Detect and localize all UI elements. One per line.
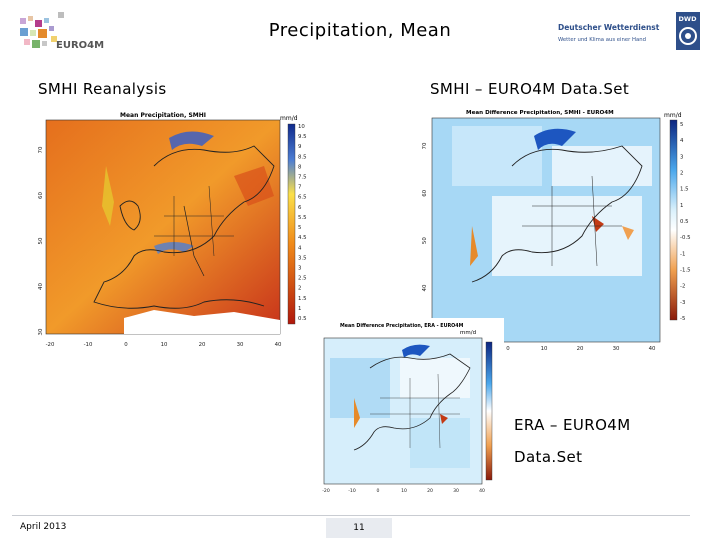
- smhi-lat-tick-3: 40: [38, 283, 44, 290]
- smhi-euro4m-colorbar-tick-5: 1: [680, 203, 683, 209]
- era-euro4m-unit: mm/d: [460, 330, 476, 336]
- smhi-euro4m-colorbar-ticks: 5 4 3 2 1.5 1 0.5 -0.5 -1 -1.5 -2 -3 -5: [680, 122, 691, 322]
- smhi-colorbar-tick-13: 3.5: [298, 255, 307, 261]
- era-euro4m-lon-tick-4: 20: [427, 488, 433, 494]
- smhi-colorbar-tick-15: 2.5: [298, 276, 307, 282]
- smhi-colorbar-tick-18: 1: [298, 306, 301, 312]
- euro4m-logo: EURO4M: [18, 10, 118, 54]
- smhi-colorbar-tick-5: 7.5: [298, 175, 307, 181]
- era-euro4m-lon-tick-0: -20: [322, 488, 330, 494]
- era-euro4m-label-line2: Data.Set: [514, 448, 583, 466]
- smhi-euro4m-unit: mm/d: [664, 112, 682, 119]
- smhi-euro4m-colorbar-tick-8: -1: [680, 251, 685, 257]
- smhi-lat-tick-2: 50: [38, 237, 44, 244]
- smhi-colorbar-tick-7: 6.5: [298, 195, 307, 201]
- smhi-euro4m-colorbar-tick-6: 0.5: [680, 219, 689, 225]
- smhi-colorbar-tick-4: 8: [298, 164, 302, 170]
- smhi-lon-ticks: -20 -10 0 10 20 30 40: [46, 342, 282, 348]
- footer-date: April 2013: [20, 522, 67, 532]
- smhi-lon-tick-5: 30: [237, 342, 244, 348]
- era-euro4m-lon-ticks: -20 -10 0 10 20 30 40: [322, 488, 485, 494]
- era-euro4m-lon-tick-2: 0: [377, 488, 380, 494]
- smhi-colorbar-tick-11: 4.5: [298, 235, 307, 241]
- smhi-lat-tick-1: 60: [38, 192, 44, 199]
- smhi-colorbar-tick-14: 3: [298, 265, 301, 271]
- smhi-plot-title: Mean Precipitation, SMHI: [120, 112, 206, 119]
- smhi-euro4m-lat-ticks: 70 60 50 40: [422, 142, 428, 291]
- smhi-lat-tick-0: 70: [38, 146, 44, 153]
- smhi-colorbar-ticks: 10 9.5 9 8.5 8 7.5 7 6.5 6 5.5 5 4.5 4 3.5 3 2.5 2 1.5 1 0.…: [298, 124, 307, 322]
- footer-divider: [12, 515, 690, 516]
- smhi-euro4m-lat-tick-1: 60: [422, 189, 428, 196]
- smhi-map-frame: [45, 119, 281, 335]
- dwd-badge-text: DWD: [679, 15, 698, 23]
- smhi-euro4m-lon-tick-5: 40: [649, 346, 656, 352]
- smhi-euro4m-colorbar: [669, 119, 678, 321]
- page-number: 11: [326, 518, 392, 538]
- smhi-euro4m-lon-tick-4: 30: [613, 346, 620, 352]
- smhi-colorbar: [287, 123, 296, 325]
- smhi-colorbar-tick-19: 0.5: [298, 316, 307, 322]
- smhi-lon-tick-0: -20: [46, 342, 55, 348]
- dwd-tagline: Wetter und Klima aus einer Hand: [558, 37, 646, 43]
- era-euro4m-colorbar: [485, 341, 493, 481]
- era-euro4m-label-line1: ERA – EURO4M: [514, 416, 631, 434]
- page-title: Precipitation, Mean: [268, 20, 452, 41]
- smhi-euro4m-lon-tick-2: 10: [541, 346, 548, 352]
- smhi-colorbar-tick-0: 10: [298, 124, 305, 130]
- dwd-swirl-icon: [679, 27, 697, 45]
- era-euro4m-diff-map: Mean Difference Precipitation, ERA - EUR…: [310, 318, 504, 498]
- smhi-mean-precip-map: Mean Precipitation, SMHI mm/d 10 9.5 9 8.5 8…: [34, 106, 312, 352]
- smhi-euro4m-lat-tick-3: 40: [422, 284, 428, 291]
- smhi-euro4m-colorbar-tick-0: 5: [680, 122, 683, 128]
- smhi-reanalysis-label: SMHI Reanalysis: [38, 80, 167, 98]
- smhi-euro4m-colorbar-tick-7: -0.5: [680, 235, 691, 241]
- era-euro4m-lon-tick-6: 40: [479, 488, 485, 494]
- smhi-euro4m-label: SMHI – EURO4M Data.Set: [430, 80, 630, 98]
- smhi-lon-tick-4: 20: [199, 342, 206, 348]
- smhi-euro4m-colorbar-tick-10: -2: [680, 284, 685, 290]
- smhi-euro4m-lon-tick-3: 20: [577, 346, 584, 352]
- euro4m-logo-text: EURO4M: [56, 40, 104, 51]
- dwd-org-name: Deutscher Wetterdienst: [558, 23, 660, 32]
- era-euro4m-plot-title: Mean Difference Precipitation, ERA - EUR…: [340, 323, 464, 329]
- smhi-colorbar-tick-2: 9: [298, 144, 302, 150]
- smhi-euro4m-lon-tick-1: 0: [506, 346, 510, 352]
- smhi-lon-tick-3: 10: [161, 342, 168, 348]
- smhi-euro4m-plot-title: Mean Difference Precipitation, SMHI - EU…: [466, 110, 614, 116]
- smhi-colorbar-tick-17: 1.5: [298, 296, 307, 302]
- smhi-colorbar-tick-1: 9.5: [298, 134, 307, 140]
- smhi-lon-tick-6: 40: [275, 342, 282, 348]
- smhi-colorbar-tick-12: 4: [298, 245, 302, 251]
- smhi-euro4m-colorbar-tick-9: -1.5: [680, 268, 691, 274]
- era-euro4m-lon-tick-1: -10: [348, 488, 356, 494]
- smhi-euro4m-colorbar-tick-12: -5: [680, 316, 685, 322]
- euro4m-logo-mosaic: EURO4M: [20, 12, 104, 51]
- smhi-unit: mm/d: [280, 115, 298, 122]
- era-euro4m-lon-tick-5: 30: [453, 488, 459, 494]
- smhi-euro4m-colorbar-tick-3: 2: [680, 171, 683, 177]
- smhi-colorbar-tick-8: 6: [298, 205, 302, 211]
- smhi-colorbar-tick-10: 5: [298, 225, 301, 231]
- smhi-euro4m-colorbar-tick-2: 3: [680, 154, 683, 160]
- smhi-lon-tick-2: 0: [124, 342, 128, 348]
- smhi-euro4m-lat-tick-2: 50: [422, 237, 428, 244]
- dwd-logo: Deutscher Wetterdienst Wetter und Klima …: [556, 12, 702, 50]
- smhi-euro4m-lat-tick-0: 70: [422, 142, 428, 149]
- smhi-colorbar-tick-9: 5.5: [298, 215, 307, 221]
- smhi-euro4m-diff-map: Mean Difference Precipitation, SMHI - EU…: [412, 106, 694, 352]
- era-euro4m-lon-tick-3: 10: [401, 488, 407, 494]
- smhi-lat-tick-4: 30: [38, 328, 44, 335]
- smhi-colorbar-tick-3: 8.5: [298, 154, 307, 160]
- smhi-euro4m-colorbar-tick-4: 1.5: [680, 187, 689, 193]
- smhi-euro4m-colorbar-tick-1: 4: [680, 138, 684, 144]
- smhi-lon-tick-1: -10: [84, 342, 93, 348]
- smhi-euro4m-colorbar-tick-11: -3: [680, 300, 685, 306]
- smhi-colorbar-tick-6: 7: [298, 185, 301, 191]
- smhi-colorbar-tick-16: 2: [298, 286, 301, 292]
- smhi-lat-ticks: 70 60 50 40 30: [38, 146, 44, 335]
